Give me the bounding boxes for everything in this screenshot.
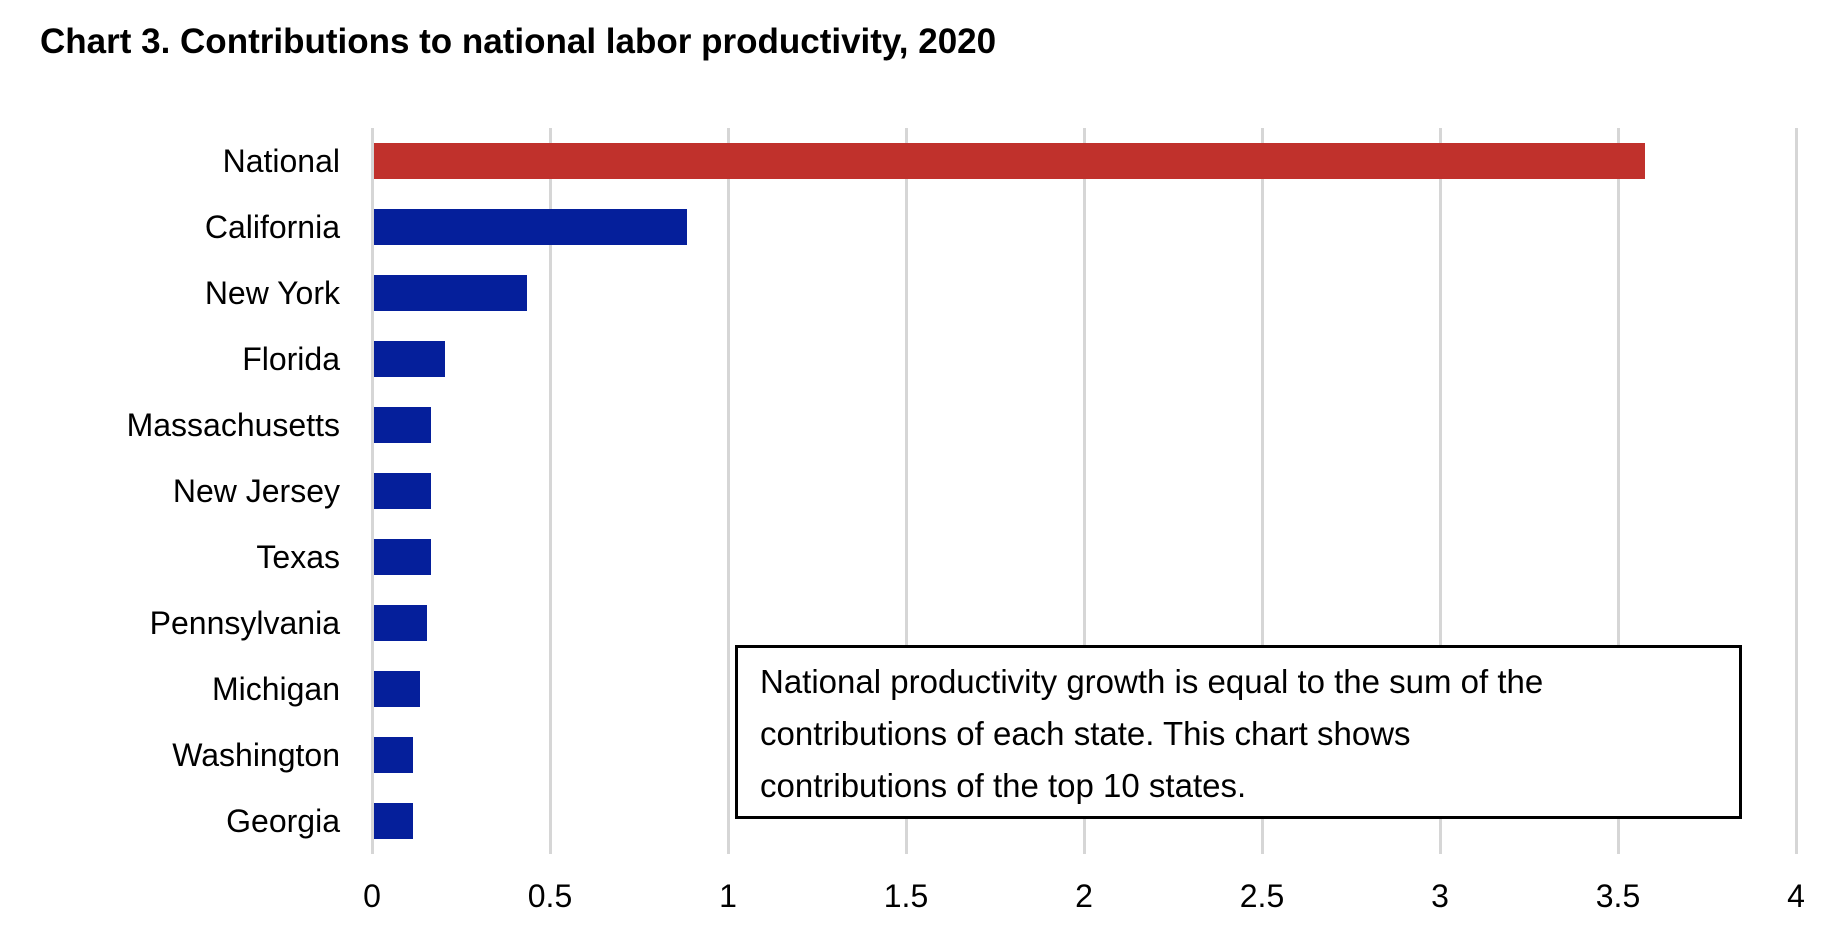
bar-florida bbox=[374, 341, 445, 377]
x-tick-label-3.5: 3.5 bbox=[1595, 878, 1641, 914]
x-tick-label-4: 4 bbox=[1787, 878, 1805, 914]
x-tick-label-0.5: 0.5 bbox=[527, 878, 573, 914]
bar-texas bbox=[374, 539, 431, 575]
bar-national bbox=[374, 143, 1645, 179]
bar-massachusetts bbox=[374, 407, 431, 443]
category-label-new-york: New York bbox=[204, 274, 340, 311]
gridline-1.5 bbox=[904, 128, 908, 854]
bar-michigan bbox=[374, 671, 420, 707]
chart-title: Chart 3. Contributions to national labor… bbox=[40, 22, 997, 61]
gridline-4 bbox=[1794, 128, 1798, 854]
x-tick-label-2.5: 2.5 bbox=[1239, 878, 1285, 914]
x-tick-label-1.5: 1.5 bbox=[883, 878, 929, 914]
gridline-3 bbox=[1438, 128, 1442, 854]
category-label-georgia: Georgia bbox=[226, 802, 340, 839]
bar-georgia bbox=[374, 803, 413, 839]
category-label-michigan: Michigan bbox=[211, 670, 340, 707]
x-tick-label-0: 0 bbox=[363, 878, 381, 914]
gridline-0 bbox=[370, 128, 374, 854]
bar-new-york bbox=[374, 275, 527, 311]
bar-new-jersey bbox=[374, 473, 431, 509]
category-label-florida: Florida bbox=[242, 340, 340, 377]
annotation-box: National productivity growth is equal to… bbox=[735, 645, 1742, 819]
category-label-pennsylvania: Pennsylvania bbox=[149, 604, 340, 641]
category-label-new-jersey: New Jersey bbox=[172, 472, 340, 509]
x-tick-label-2: 2 bbox=[1075, 878, 1093, 914]
x-tick-label-1: 1 bbox=[719, 878, 737, 914]
gridline-3.5 bbox=[1616, 128, 1620, 854]
gridline-1 bbox=[726, 128, 730, 854]
annotation-line-3: contributions of the top 10 states. bbox=[760, 767, 1247, 804]
category-label-texas: Texas bbox=[256, 538, 340, 575]
category-label-national: National bbox=[222, 142, 340, 179]
bar-washington bbox=[374, 737, 413, 773]
gridline-2.5 bbox=[1260, 128, 1264, 854]
bar-pennsylvania bbox=[374, 605, 427, 641]
annotation-line-1: National productivity growth is equal to… bbox=[760, 663, 1544, 700]
category-label-california: California bbox=[204, 208, 340, 245]
x-tick-label-3: 3 bbox=[1431, 878, 1449, 914]
category-label-washington: Washington bbox=[172, 736, 340, 773]
annotation-line-2: contributions of each state. This chart … bbox=[760, 715, 1411, 752]
gridline-2 bbox=[1082, 128, 1086, 854]
category-label-massachusetts: Massachusetts bbox=[126, 406, 340, 443]
bar-california bbox=[374, 209, 687, 245]
gridline-0.5 bbox=[548, 128, 552, 854]
